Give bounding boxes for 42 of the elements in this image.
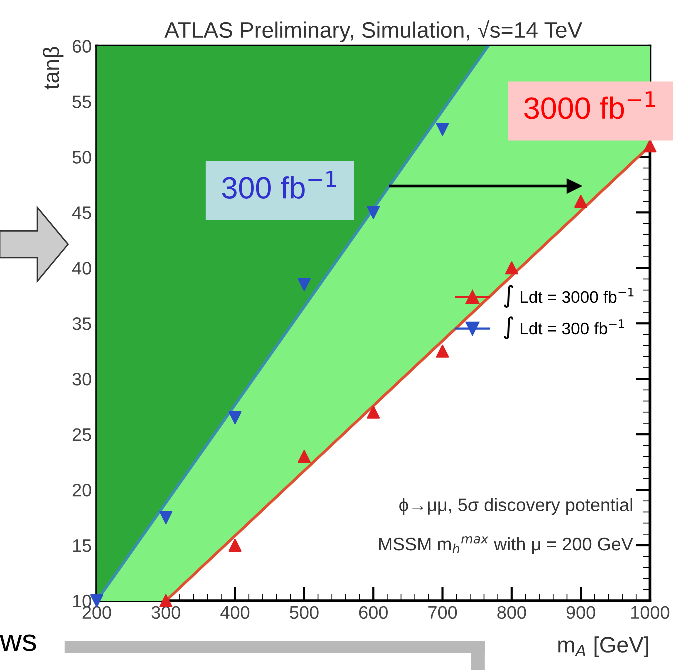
- y-tick-label: 15: [73, 540, 92, 552]
- annotation: 3000 fb$^{−1}$: [524, 92, 656, 120]
- x-tick-label: 200: [82, 606, 112, 620]
- x-tick-label: 700: [428, 606, 458, 620]
- annotation: 300 fb$^{−1}$: [222, 171, 336, 199]
- y-tick-label: 45: [72, 206, 92, 220]
- y-axis-title: tanβ: [42, 47, 64, 90]
- annotation: MSSM m$_{h}$$^{max}$ with μ = 200 GeV: [379, 536, 634, 554]
- point: [160, 511, 173, 524]
- x-tick-label: 900: [566, 606, 596, 620]
- y-tick-label: 30: [72, 373, 92, 386]
- point: [367, 206, 380, 220]
- x-tick-label: 500: [290, 606, 319, 620]
- y-tick-label: 55: [72, 96, 92, 108]
- point: [228, 539, 242, 552]
- x-tick-label: 600: [359, 606, 388, 620]
- y-tick-label: 40: [72, 262, 92, 275]
- point: [436, 344, 450, 358]
- x-tick-label: 300: [152, 606, 180, 620]
- x-tick-label: 1000: [632, 606, 670, 620]
- y-tick-label: 10: [73, 594, 92, 608]
- point: [574, 195, 588, 208]
- x-tick-label: 800: [498, 606, 526, 620]
- legend-label: ∫ Ldt = 300 fb$^{−1}$: [504, 316, 624, 340]
- point: [367, 406, 380, 419]
- x-axis-title: m$_{A}$ [GeV]: [558, 636, 648, 658]
- point: [505, 262, 518, 275]
- annotation: ϕ→μμ, 5σ discovery potential: [400, 498, 632, 516]
- y-tick-label: 35: [72, 318, 92, 330]
- y-tick-label: 50: [72, 151, 92, 164]
- point: [228, 411, 242, 424]
- y-tick-label: 25: [72, 428, 92, 442]
- chart-title: ATLAS Preliminary, Simulation, √s=14 TeV: [164, 20, 582, 43]
- text: ws: [0, 634, 36, 652]
- point: [644, 140, 657, 153]
- legend-label: ∫ Ldt = 3000 fb$^{−1}$: [504, 285, 634, 308]
- point: [298, 278, 311, 292]
- point: [298, 450, 311, 464]
- x-tick-label: 400: [220, 606, 250, 620]
- y-tick-label: 60: [72, 40, 92, 53]
- point: [436, 122, 450, 136]
- y-tick-label: 20: [72, 484, 92, 497]
